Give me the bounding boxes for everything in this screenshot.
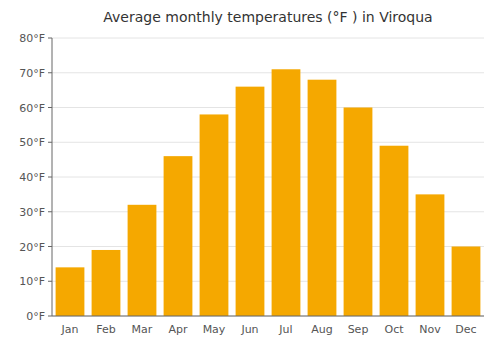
grid-line xyxy=(52,142,484,143)
bar xyxy=(56,267,85,316)
grid-line xyxy=(52,38,484,39)
y-tick-label: 20°F xyxy=(19,241,45,254)
title: Average monthly temperatures (°F ) in Vi… xyxy=(103,9,432,25)
chart-container: Average monthly temperatures (°F ) in Vi… xyxy=(0,0,500,350)
y-tick-label: 60°F xyxy=(19,102,45,115)
y-tick xyxy=(48,142,52,143)
bar xyxy=(344,108,373,317)
x-tick-label: Nov xyxy=(419,323,441,336)
grid-line xyxy=(52,107,484,108)
x-tick-label: Apr xyxy=(168,323,188,336)
grid-line xyxy=(52,316,484,317)
x-tick-label: Oct xyxy=(384,323,404,336)
y-axis-line xyxy=(52,38,53,316)
y-tick xyxy=(48,246,52,247)
chart: Average monthly temperatures (°F ) in Vi… xyxy=(0,0,500,350)
y-tick xyxy=(48,177,52,178)
x-tick-label: Mar xyxy=(132,323,153,336)
grid-line xyxy=(52,177,484,178)
y-tick-label: 50°F xyxy=(19,136,45,149)
x-tick-label: Jun xyxy=(240,323,258,336)
x-tick-label: Jan xyxy=(61,323,79,336)
y-tick xyxy=(48,72,52,73)
y-tick xyxy=(48,211,52,212)
bar xyxy=(236,87,265,316)
bar xyxy=(164,156,193,316)
grid-line xyxy=(52,72,484,73)
bar xyxy=(308,80,337,316)
bar xyxy=(128,205,157,316)
x-tick-label: Jul xyxy=(278,323,292,336)
y-axis: 0°F 10°F 20°F 30°F 40°F 50°F 60°F 70°F 80°F xyxy=(19,32,52,323)
x-axis: Jan Feb Mar Apr May Jun Jul Aug Sep Oct Nov Dec xyxy=(61,323,477,336)
bar xyxy=(92,250,121,316)
x-tick-label: Dec xyxy=(455,323,476,336)
y-tick-label: 10°F xyxy=(19,275,45,288)
bar xyxy=(416,194,445,316)
y-tick xyxy=(48,316,52,317)
bar xyxy=(380,146,409,316)
x-tick-label: Sep xyxy=(348,323,369,336)
grid xyxy=(52,38,484,316)
bars xyxy=(56,69,481,316)
y-tick-label: 40°F xyxy=(19,171,45,184)
x-tick-label: Feb xyxy=(96,323,115,336)
x-axis-line xyxy=(52,316,484,317)
bar xyxy=(200,114,229,316)
y-tick xyxy=(48,38,52,39)
x-tick-label: May xyxy=(203,323,226,336)
y-tick-label: 80°F xyxy=(19,32,45,45)
y-tick-label: 30°F xyxy=(19,206,45,219)
y-tick-label: 0°F xyxy=(26,310,45,323)
y-tick xyxy=(48,281,52,282)
x-tick-label: Aug xyxy=(311,323,332,336)
bar xyxy=(272,69,301,316)
y-tick-label: 70°F xyxy=(19,67,45,80)
y-tick xyxy=(48,107,52,108)
bar xyxy=(452,247,481,317)
